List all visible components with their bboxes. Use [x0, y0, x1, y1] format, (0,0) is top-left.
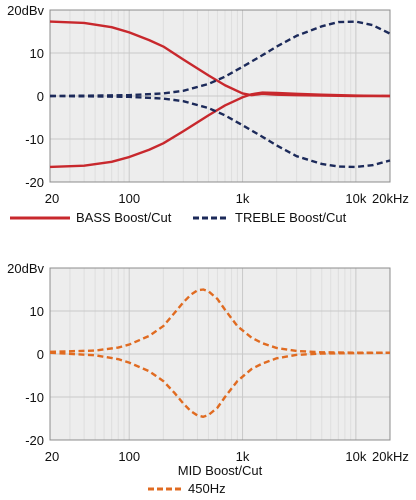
x-tick-label: 20kHz: [372, 191, 409, 206]
450hz-curve: [49, 288, 390, 354]
y-tick-label: -20: [25, 175, 44, 190]
y-tick-label: 0: [37, 89, 44, 104]
x-tick-label: 20: [45, 191, 59, 206]
y-tick-label: 10: [30, 46, 44, 61]
bass-boost-cut-curve: [49, 91, 391, 169]
x-tick-label: 100: [118, 449, 140, 464]
x-tick-label: 1k: [236, 191, 250, 206]
legend-label-bass-boost-cut: BASS Boost/Cut: [76, 210, 172, 225]
y-tick-label: -10: [25, 390, 44, 405]
x-tick-label: 10k: [345, 191, 366, 206]
legend-label-450hz: 450Hz: [188, 481, 226, 496]
x-tick-label: 1k: [236, 449, 250, 464]
y-tick-label: -20: [25, 433, 44, 448]
y-tick-label: 20dBv: [7, 261, 44, 276]
y-tick-label: 0: [37, 347, 44, 362]
treble-boost-cut-curve: [49, 20, 391, 98]
legend-label-treble-boost-cut: TREBLE Boost/Cut: [235, 210, 347, 225]
y-tick-label: 20dBv: [7, 3, 44, 18]
chart-title: MID Boost/Cut: [178, 463, 263, 478]
plot-border: [49, 267, 391, 441]
treble-boost-cut-curve: [49, 94, 391, 169]
450hz-curve: [49, 351, 391, 418]
y-tick-label: -10: [25, 132, 44, 147]
x-tick-label: 100: [118, 191, 140, 206]
x-tick-label: 20: [45, 449, 59, 464]
y-tick-label: 10: [30, 304, 44, 319]
x-tick-label: 10k: [345, 449, 366, 464]
x-tick-label: 20kHz: [372, 449, 409, 464]
